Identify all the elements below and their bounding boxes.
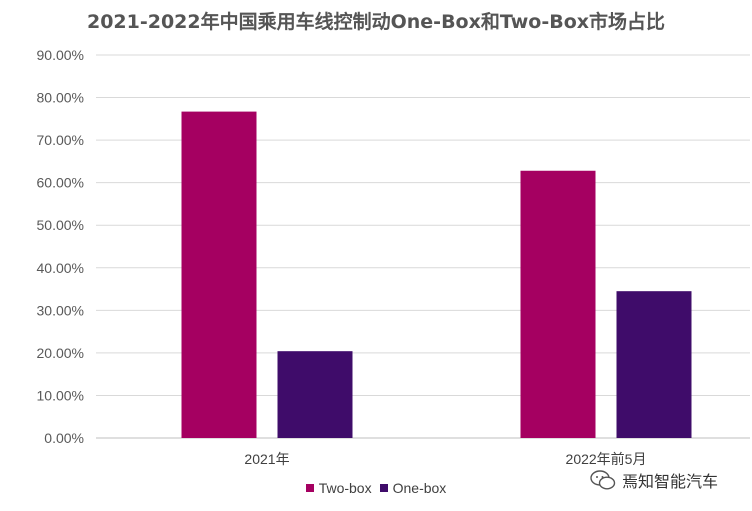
bar-two-box-0 (181, 111, 257, 439)
legend-label-two-box: Two-box (318, 480, 372, 496)
chart-title: 2021-2022年中国乘用车线控制动One-Box和Two-Box市场占比 (86, 11, 666, 33)
y-tick-label: 0.00% (44, 430, 84, 446)
watermark: 焉知智能汽车 (590, 468, 718, 492)
y-tick-label: 50.00% (37, 217, 84, 233)
bar-one-box-1 (616, 291, 692, 438)
x-tick-label: 2021年 (244, 451, 289, 467)
y-tick-label: 90.00% (37, 47, 84, 63)
legend-swatch-two-box (305, 484, 314, 492)
y-tick-label: 10.00% (37, 387, 84, 403)
legend-swatch-one-box (379, 484, 388, 492)
y-tick-label: 70.00% (37, 132, 84, 148)
bar-two-box-1 (520, 170, 596, 439)
legend-item-one-box: One-box (379, 480, 447, 496)
bar-one-box-0 (277, 351, 353, 438)
y-tick-label: 30.00% (37, 302, 84, 318)
y-tick-label: 80.00% (37, 90, 84, 106)
y-axis-ticks: 0.00% 10.00% 20.00% 30.00% 40.00% 50.00% 60.00… (37, 47, 84, 446)
legend: Two-box One-box (0, 480, 752, 496)
legend-item-two-box: Two-box (305, 480, 372, 496)
x-axis-ticks: 2021年 2022年前5月 (244, 451, 646, 467)
wechat-icon (590, 470, 616, 490)
bars (181, 111, 692, 439)
y-tick-label: 20.00% (37, 345, 84, 361)
watermark-text: 焉知智能汽车 (622, 474, 719, 491)
y-tick-label: 60.00% (37, 175, 84, 191)
x-tick-label: 2022年前5月 (566, 451, 647, 467)
y-tick-label: 40.00% (37, 260, 84, 276)
legend-label-one-box: One-box (392, 480, 447, 496)
